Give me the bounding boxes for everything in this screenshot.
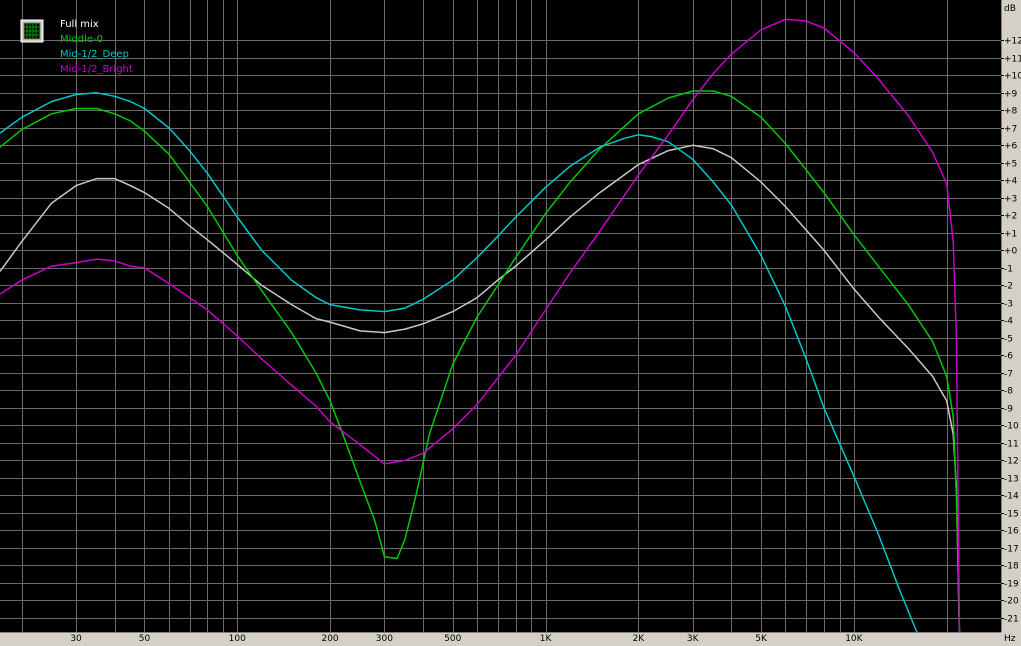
y-tick-label: -16 (1004, 527, 1019, 537)
x-tick-label: 500 (444, 634, 461, 642)
series-line-mid-deep (0, 92, 922, 637)
y-tick-label: -4 (1004, 317, 1013, 327)
x-tick-label: 2K (633, 634, 646, 642)
y-tick-label: -13 (1004, 475, 1019, 485)
legend-mid-deep: Mid-1/2_Deep (60, 49, 129, 60)
x-tick-label: 5K (755, 634, 768, 642)
y-tick-label: +4 (1004, 177, 1018, 187)
legend-mid-bright: Mid-1/2_Bright (60, 64, 133, 75)
y-tick-label: -7 (1004, 370, 1013, 380)
y-tick-label: +9 (1004, 90, 1018, 100)
x-tick-label: 1K (540, 634, 553, 642)
y-tick-label: +11 (1004, 55, 1021, 65)
legend: Full mix Middle-0 Mid-1/2_Deep Mid-1/2_B… (20, 19, 133, 75)
y-tick-label: +2 (1004, 212, 1017, 222)
x-unit-label: Hz (1004, 634, 1016, 642)
y-tick-label: +8 (1004, 107, 1018, 117)
series-line-full-mix (0, 144, 961, 636)
x-tick-label: 100 (229, 634, 246, 642)
x-tick-label: 300 (376, 634, 393, 642)
series-line-mid-bright (0, 18, 961, 636)
y-tick-label: -2 (1004, 282, 1013, 292)
y-tick-label: -5 (1004, 335, 1013, 345)
y-tick-label: -3 (1004, 300, 1013, 310)
y-tick-label: +10 (1004, 72, 1021, 82)
y-tick-label: -8 (1004, 387, 1013, 397)
graph-window-icon[interactable] (20, 19, 44, 43)
y-gridlines (0, 40, 1001, 619)
legend-full-mix: Full mix (60, 19, 99, 30)
y-tick-label: -6 (1004, 352, 1013, 362)
x-tick-label: 50 (139, 634, 151, 642)
y-tick-label: -14 (1004, 492, 1019, 502)
x-axis-strip (0, 632, 1001, 642)
y-unit-label: dB (1004, 4, 1016, 14)
x-tick-label: 200 (321, 634, 338, 642)
y-tick-label: -10 (1004, 422, 1019, 432)
y-tick-label: -17 (1004, 545, 1019, 555)
y-tick-label: -1 (1004, 265, 1013, 275)
y-tick-label: +0 (1004, 247, 1018, 257)
y-tick-label: -20 (1004, 597, 1019, 607)
y-axis-strip (1001, 0, 1021, 642)
y-tick-label: -12 (1004, 457, 1019, 467)
y-tick-label: -18 (1004, 562, 1019, 572)
y-tick-label: -9 (1004, 405, 1013, 415)
plot-area (0, 0, 1001, 632)
y-tick-label: +6 (1004, 142, 1018, 152)
legend-middle-0: Middle-0 (60, 34, 103, 45)
y-tick-label: +1 (1004, 230, 1017, 240)
y-tick-label: -15 (1004, 510, 1019, 520)
y-tick-label: -21 (1004, 615, 1019, 625)
y-tick-label: +12 (1004, 37, 1021, 47)
y-tick-label: -11 (1004, 440, 1019, 450)
x-tick-label: 3K (687, 634, 700, 642)
y-tick-label: +5 (1004, 160, 1017, 170)
x-tick-label: 30 (70, 634, 82, 642)
series-lines (0, 18, 961, 637)
y-tick-label: +7 (1004, 125, 1017, 135)
y-tick-labels: +12 +11 +10 +9 +8 +7 +6 +5 +4 +3 +2 +1 +0 -1 -2 -3 -4 -5 -… (1001, 37, 1021, 625)
y-tick-label: +3 (1004, 195, 1017, 205)
x-tick-labels: 30 50 100 200 300 500 1K 2K 3K 5K 10K (70, 634, 863, 644)
series-line-middle-0 (0, 90, 961, 636)
x-tick-label: 10K (845, 634, 863, 642)
y-tick-label: -19 (1004, 580, 1019, 590)
